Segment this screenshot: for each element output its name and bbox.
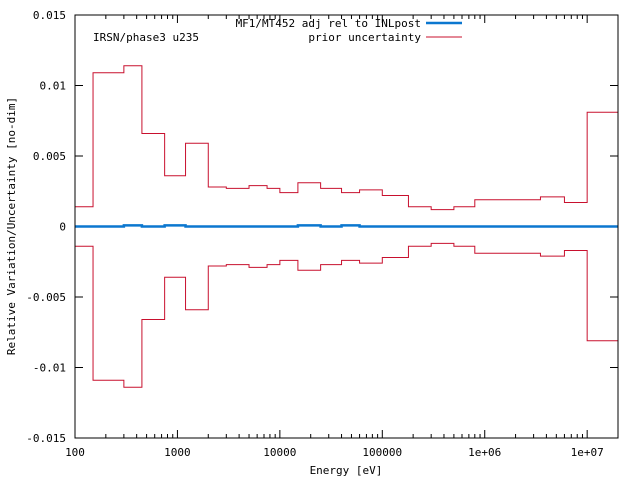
y-tick-label: -0.015 [26,432,66,445]
prior-uncertainty-upper [75,65,618,211]
x-tick-label: 100 [65,446,85,459]
x-tick-label: 1000 [164,446,191,459]
y-tick-label: 0.01 [40,80,67,93]
legend-label-prior: prior uncertainty [308,31,421,44]
prior-uncertainty-lower [75,242,618,388]
x-tick-label: 1e+07 [571,446,604,459]
legend: MF1/MT452 adj rel to INLpost prior uncer… [236,17,462,44]
x-tick-label: 100000 [362,446,402,459]
y-tick-label: 0.015 [33,9,66,22]
x-tick-label: 1e+06 [468,446,501,459]
chart-annotation: IRSN/phase3 u235 [93,31,199,44]
plot-frame [74,14,619,439]
adj-series-line [75,224,618,228]
series-layer [75,65,618,388]
x-axis-label: Energy [eV] [310,464,383,477]
x-tick-label: 10000 [263,446,296,459]
y-tick-label: -0.01 [33,362,66,375]
legend-label-adj: MF1/MT452 adj rel to INLpost [236,17,421,30]
y-axis-label: Relative Variation/Uncertainty [no-dim] [5,97,18,355]
y-tick-label: 0 [59,221,66,234]
y-tick-label: -0.005 [26,291,66,304]
y-tick-label: 0.005 [33,150,66,163]
